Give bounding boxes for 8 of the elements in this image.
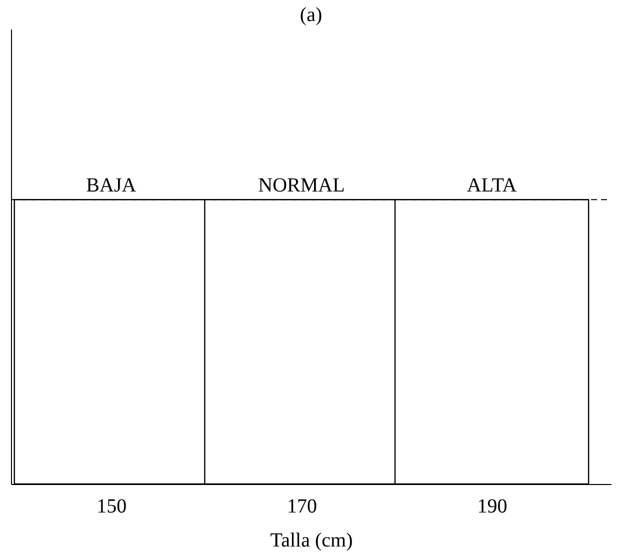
annotation: ALTA bbox=[466, 174, 518, 197]
annotation: NORMAL bbox=[258, 174, 345, 197]
x-tick-label: 190 bbox=[477, 496, 508, 518]
x-axis-title: Talla (cm) bbox=[270, 530, 353, 552]
annotation: BAJA bbox=[86, 174, 137, 197]
chart-title: (a) bbox=[300, 4, 322, 26]
x-tick-label: 150 bbox=[96, 496, 127, 518]
x-tick-label: 170 bbox=[286, 496, 317, 518]
